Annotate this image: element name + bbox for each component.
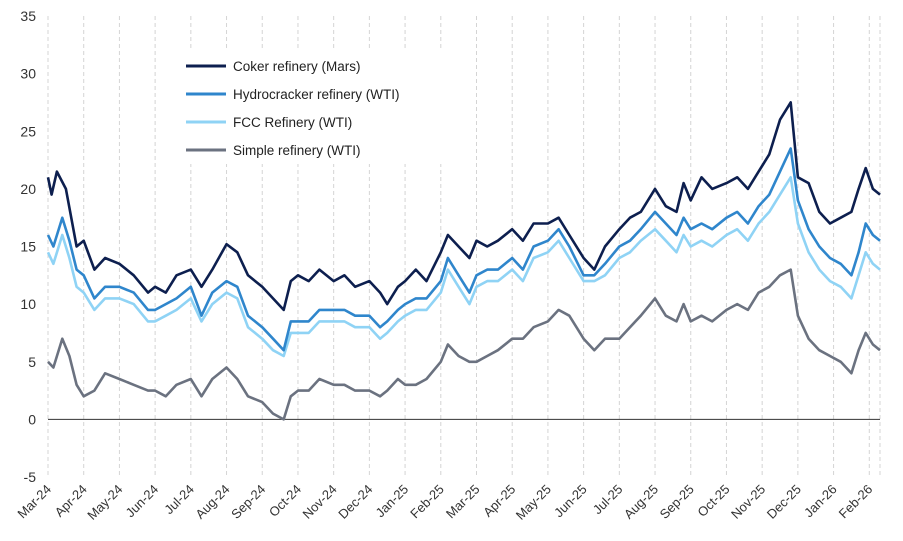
x-tick-label: Mar-25 — [443, 482, 483, 522]
x-tick-label: Sep-25 — [657, 482, 697, 522]
legend-label-1: Hydrocracker refinery (WTI) — [233, 87, 400, 102]
y-tick-label: 0 — [28, 411, 36, 427]
x-tick-label: Mar-24 — [14, 482, 54, 522]
series-line-2 — [46, 176, 881, 358]
x-tick-label: Sep-24 — [228, 482, 268, 522]
legend-label-0: Coker refinery (Mars) — [233, 59, 361, 74]
x-tick-label: Nov-24 — [300, 482, 340, 522]
legend: Coker refinery (Mars) Hydrocracker refine… — [172, 48, 454, 164]
series-lines — [46, 101, 881, 421]
x-tick-label: Jul-25 — [590, 482, 626, 518]
series-line-3 — [47, 268, 881, 421]
legend-label-3: Simple refinery (WTI) — [233, 143, 361, 158]
x-tick-label: Jun-24 — [123, 482, 162, 521]
x-tick-label: Aug-25 — [621, 482, 661, 522]
x-tick-label: Dec-25 — [764, 482, 804, 522]
y-axis-ticks: 35 30 25 20 15 10 5 0 -5 — [20, 8, 36, 485]
x-tick-label: Aug-24 — [192, 482, 232, 522]
x-tick-label: Jan-25 — [372, 482, 411, 521]
y-tick-label: 35 — [20, 8, 36, 24]
x-tick-label: Dec-24 — [335, 482, 375, 522]
legend-label-2: FCC Refinery (WTI) — [233, 115, 352, 130]
y-tick-label: 20 — [20, 181, 36, 197]
x-tick-label: Jan-26 — [801, 482, 840, 521]
x-tick-label: Feb-26 — [836, 482, 876, 522]
y-tick-label: 10 — [20, 296, 36, 312]
y-tick-label: 25 — [20, 123, 36, 139]
series-line-0 — [46, 101, 881, 312]
x-tick-label: Oct-24 — [266, 482, 304, 520]
y-tick-label: -5 — [24, 469, 37, 485]
y-tick-label: 5 — [28, 354, 36, 370]
x-tick-label: Jul-24 — [161, 482, 197, 518]
x-tick-label: May-25 — [513, 482, 554, 523]
y-tick-label: 15 — [20, 239, 36, 255]
x-tick-label: Oct-25 — [694, 482, 732, 520]
x-tick-label: Apr-24 — [52, 482, 90, 520]
x-tick-label: May-24 — [84, 482, 125, 523]
x-tick-label: Nov-25 — [728, 482, 768, 522]
x-tick-label: Apr-25 — [480, 482, 518, 520]
x-tick-label: Feb-25 — [407, 482, 447, 522]
series-line-1 — [46, 147, 881, 352]
y-tick-label: 30 — [20, 66, 36, 82]
x-tick-label: Jun-25 — [551, 482, 590, 521]
